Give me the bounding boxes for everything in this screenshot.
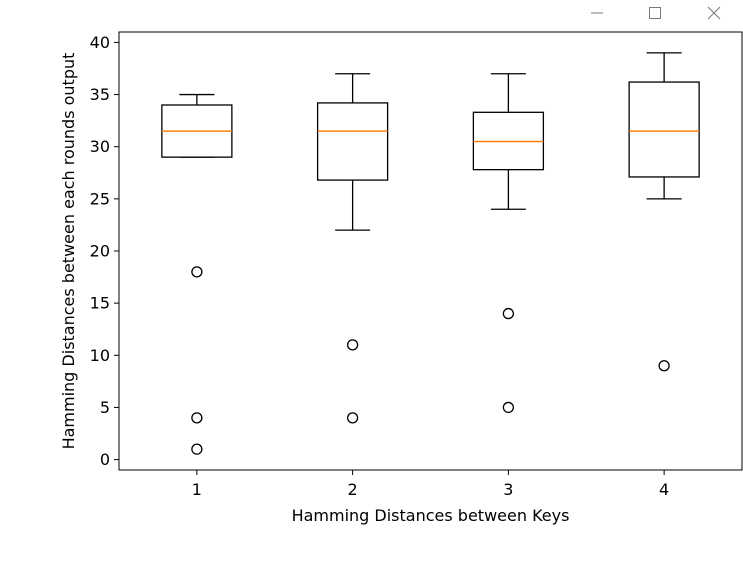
y-tick-label: 10	[90, 346, 110, 365]
box-series	[161, 52, 700, 455]
outlier-point	[658, 360, 670, 372]
box-2	[316, 73, 389, 424]
box-1	[161, 93, 233, 455]
y-tick-label: 35	[90, 85, 110, 104]
box-3	[472, 73, 545, 414]
close-button[interactable]	[700, 2, 728, 24]
minimize-icon	[591, 12, 603, 14]
x-axis-label: Hamming Distances between Keys	[292, 506, 570, 525]
y-tick-label: 30	[90, 137, 110, 156]
y-tick-label: 5	[100, 398, 110, 417]
outlier-point	[346, 339, 359, 351]
x-tick-label: 3	[503, 480, 513, 499]
x-tick-label: 1	[192, 480, 202, 499]
x-axis: 1 2 3 4	[192, 470, 669, 499]
y-axis: 0 5 10 15 20 25 30 35 40	[90, 33, 119, 469]
y-tick-label: 15	[90, 294, 110, 313]
box-iqr	[316, 102, 389, 181]
outlier-point	[191, 266, 203, 278]
maximize-icon	[649, 7, 661, 19]
box-4	[628, 52, 700, 372]
close-icon	[707, 6, 721, 20]
box-iqr	[628, 81, 700, 178]
x-tick-label: 2	[348, 480, 358, 499]
outlier-point	[502, 307, 515, 320]
window-title-bar	[0, 0, 743, 26]
outlier-point	[191, 443, 203, 455]
y-tick-label: 20	[90, 242, 110, 261]
y-tick-label: 40	[90, 33, 110, 52]
y-axis-label: Hamming Distances between each rounds ou…	[59, 53, 78, 450]
maximize-button[interactable]	[641, 2, 669, 24]
outlier-point	[502, 401, 515, 414]
y-tick-label: 25	[90, 189, 110, 208]
outlier-point	[191, 412, 203, 424]
y-tick-label: 0	[100, 450, 110, 469]
plot-frame	[118, 31, 743, 471]
outlier-point	[346, 412, 359, 424]
x-tick-label: 4	[659, 480, 669, 499]
minimize-button[interactable]	[583, 2, 611, 24]
